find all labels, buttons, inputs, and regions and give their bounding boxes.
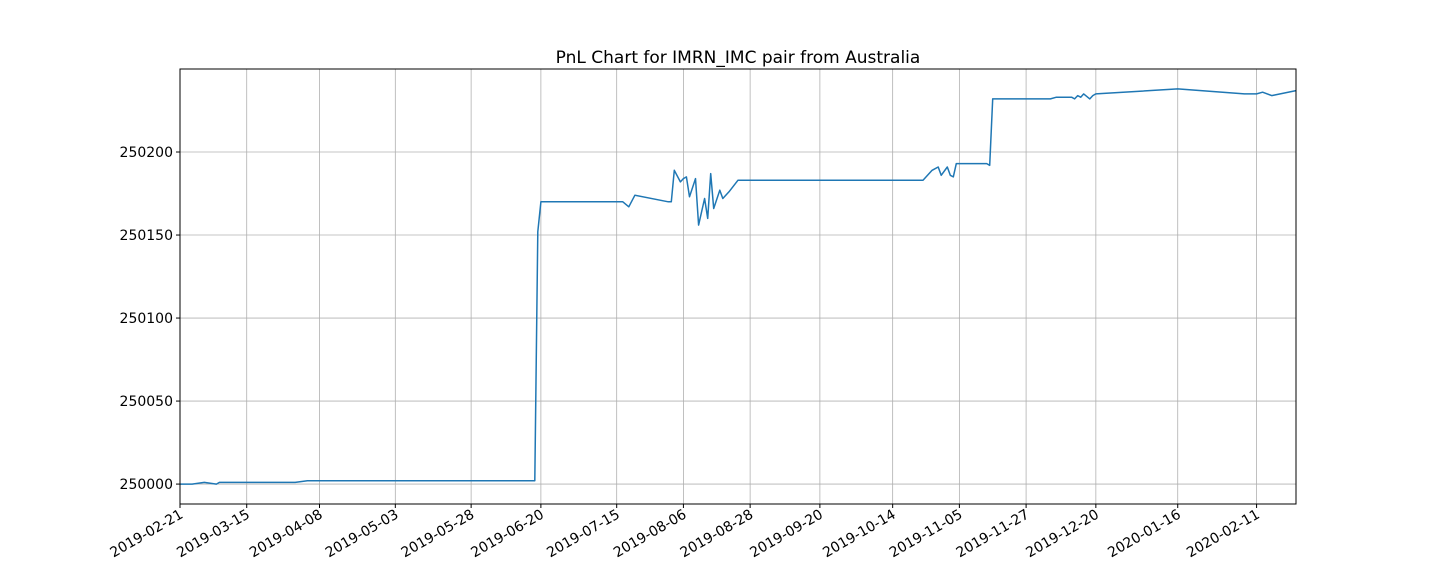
x-tick-label: 2019-08-06 xyxy=(611,507,690,562)
x-tick-label: 2019-06-20 xyxy=(468,507,546,562)
y-tick-label: 250200 xyxy=(120,145,173,161)
x-tick-label: 2019-10-14 xyxy=(820,507,899,562)
series-layer xyxy=(180,89,1296,484)
axis-ticks: 2019-02-212019-03-152019-04-082019-05-03… xyxy=(108,145,1263,561)
y-tick-label: 250100 xyxy=(120,311,173,327)
plot-frame xyxy=(180,69,1296,504)
y-tick-label: 250050 xyxy=(120,394,173,410)
pnl-series-line xyxy=(180,89,1296,484)
grid xyxy=(180,69,1296,504)
x-tick-label: 2019-07-15 xyxy=(544,507,622,562)
y-tick-label: 250000 xyxy=(120,477,173,493)
x-tick-label: 2019-11-27 xyxy=(954,507,1032,562)
x-tick-label: 2019-12-20 xyxy=(1023,507,1101,562)
y-tick-label: 250150 xyxy=(120,228,173,244)
x-tick-label: 2019-08-28 xyxy=(678,507,756,562)
x-tick-label: 2019-02-21 xyxy=(108,507,186,562)
x-tick-label: 2019-09-20 xyxy=(747,507,825,562)
x-tick-label: 2019-11-05 xyxy=(887,507,965,562)
x-tick-label: 2020-01-16 xyxy=(1105,507,1184,562)
x-tick-label: 2020-02-11 xyxy=(1184,507,1262,562)
x-tick-label: 2019-04-08 xyxy=(247,507,325,562)
x-tick-label: 2019-05-03 xyxy=(323,507,401,562)
x-tick-label: 2019-03-15 xyxy=(174,507,252,562)
chart-title: PnL Chart for IMRN_IMC pair from Austral… xyxy=(556,48,921,68)
x-tick-label: 2019-05-28 xyxy=(399,507,477,562)
